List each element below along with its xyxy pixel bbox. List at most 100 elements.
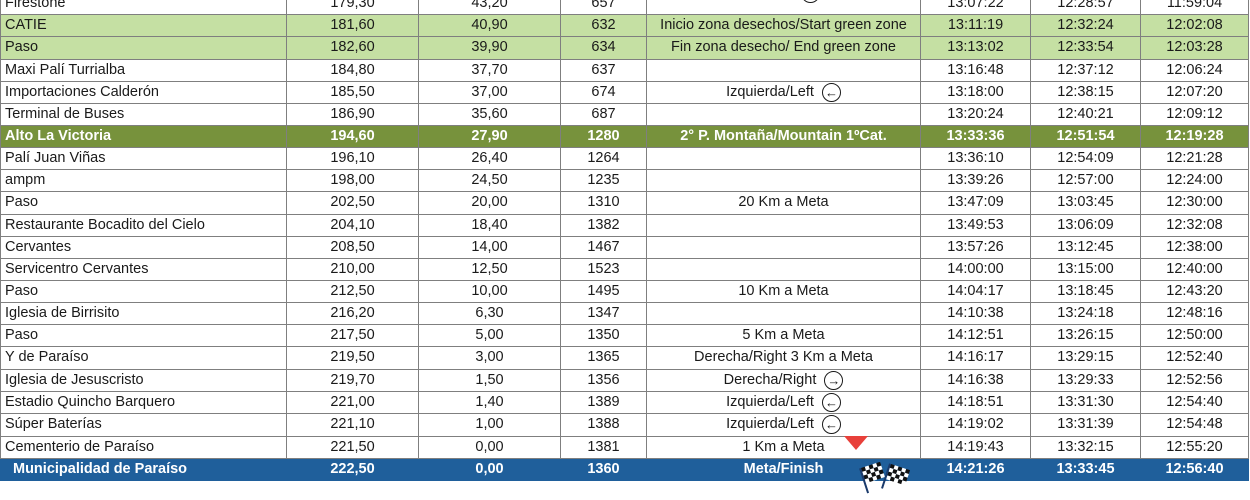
left-arrow-icon: ← [821,415,841,435]
note-cell: 2° P. Montaña/Mountain 1ºCat. [646,124,921,149]
note-cell: Inicio zona desechos/Start green zone [646,13,921,38]
time-slow-cell: 12:24:00 [1140,169,1249,193]
left-arrow-icon: ← [821,392,841,412]
time-medium-cell: 13:06:09 [1030,213,1141,237]
table-row: Municipalidad de Paraíso 222,50 0,00 1360 Me… [0,457,1249,494]
table-row: Paso 217,50 5,00 1350 5 Km a Meta 14:12:51 13:… [0,323,1249,348]
time-fast-cell: 13:20:24 [920,102,1031,126]
km-value-cell: 221,10 [286,413,419,437]
time-slow-cell: 12:32:08 [1140,213,1249,237]
time-medium-cell: 12:40:21 [1030,102,1141,126]
altitude-cell: 1389 [560,390,647,415]
time-slow-cell: 12:52:56 [1140,368,1249,392]
time-slow-cell: 12:52:40 [1140,346,1249,370]
location-name-cell: Cervantes [0,235,287,259]
km-value-cell: 212,50 [286,279,419,303]
note-cell: Izquierda/Left ← [646,80,921,104]
altitude-cell: 1350 [560,323,647,348]
time-fast-cell: 13:36:10 [920,147,1031,171]
time-medium-cell: 12:33:54 [1030,36,1141,60]
location-name-cell: Servicentro Cervantes [0,257,287,281]
note-text: Derecha/Right 3 Km a Meta [694,349,873,366]
time-slow-cell: 12:48:16 [1140,301,1249,325]
altitude-cell: 1365 [560,346,647,370]
time-medium-cell: 13:31:39 [1030,413,1141,437]
time-fast-cell: 14:10:38 [920,301,1031,325]
time-fast-cell: 14:04:17 [920,279,1031,303]
note-cell: → [646,0,921,15]
km-remaining-cell: 1,50 [418,368,561,392]
right-arrow-icon: → [801,0,820,3]
checkered-flag-icon [859,461,911,494]
time-medium-cell: 12:38:15 [1030,80,1141,104]
time-medium-cell: 13:03:45 [1030,191,1141,215]
time-fast-cell: 13:18:00 [920,80,1031,104]
time-medium-cell: 12:57:00 [1030,169,1141,193]
time-slow-cell: 11:59:04 [1140,0,1249,15]
time-slow-cell: 12:54:40 [1140,390,1249,415]
km-value-cell: 179,30 [286,0,419,15]
time-fast-cell: 13:13:02 [920,36,1031,60]
time-medium-cell: 13:15:00 [1030,257,1141,281]
km-remaining-cell: 12,50 [418,257,561,281]
table-row: Paso 212,50 10,00 1495 10 Km a Meta 14:04:17 1… [0,279,1249,303]
altitude-cell: 634 [560,36,647,60]
table-row: Restaurante Bocadito del Cielo 204,10 18,4… [0,213,1249,237]
km-remaining-cell: 39,90 [418,36,561,60]
note-cell: 1 Km a Meta [646,435,921,459]
km-remaining-cell: 1,00 [418,413,561,437]
time-fast-cell: 13:33:36 [920,124,1031,149]
right-arrow-icon: → [824,370,844,390]
km-remaining-cell: 5,00 [418,323,561,348]
location-name-cell: Y de Paraíso [0,346,287,370]
km-value-cell: 204,10 [286,213,419,237]
location-name-cell: Terminal de Buses [0,102,287,126]
altitude-cell: 637 [560,58,647,82]
km-value-cell: 221,00 [286,390,419,415]
time-fast-cell: 14:12:51 [920,323,1031,348]
altitude-cell: 1382 [560,213,647,237]
altitude-cell: 1356 [560,368,647,392]
table-row: Y de Paraíso 219,50 3,00 1365 Derecha/Right … [0,346,1249,370]
location-name-cell: Municipalidad de Paraíso [0,457,287,482]
time-fast-cell: 13:11:19 [920,13,1031,38]
table-row: Paso 202,50 20,00 1310 20 Km a Meta 13:47:09 1… [0,191,1249,215]
km-remaining-cell: 27,90 [418,124,561,149]
km-remaining-cell: 20,00 [418,191,561,215]
time-medium-cell: 12:54:09 [1030,147,1141,171]
time-slow-cell: 12:06:24 [1140,58,1249,82]
altitude-cell: 1235 [560,169,647,193]
note-text: Izquierda/Left [726,393,814,410]
km-value-cell: 219,50 [286,346,419,370]
time-slow-cell: 12:38:00 [1140,235,1249,259]
km-remaining-cell: 43,20 [418,0,561,15]
time-fast-cell: 14:00:00 [920,257,1031,281]
location-name-cell: Palí Juan Viñas [0,147,287,171]
altitude-cell: 657 [560,0,647,15]
altitude-cell: 1347 [560,301,647,325]
time-slow-cell: 12:30:00 [1140,191,1249,215]
note-text: 20 Km a Meta [738,194,829,211]
location-name-cell: Paso [0,36,287,60]
location-name-cell: Iglesia de Birrisito [0,301,287,325]
km-value-cell: 186,90 [286,102,419,126]
note-text: 5 Km a Meta [742,326,825,343]
table-row: Palí Juan Viñas 196,10 26,40 1264 13:36:10 12… [0,147,1249,171]
note-text: Meta/Finish [743,460,824,477]
left-arrow-icon: ← [821,82,841,102]
location-name-cell: Paso [0,191,287,215]
note-text: Inicio zona desechos/Start green zone [660,17,907,33]
time-fast-cell: 13:16:48 [920,58,1031,82]
note-text: Izquierda/Left [726,416,814,433]
note-text: Fin zona desecho/ End green zone [671,39,896,56]
time-slow-cell: 12:54:48 [1140,413,1249,437]
table-row: Estadio Quincho Barquero 221,00 1,40 1389 Iz… [0,390,1249,415]
note-text: 1 Km a Meta [742,438,825,455]
note-text: Izquierda/Left [726,83,814,100]
location-name-cell: Restaurante Bocadito del Cielo [0,213,287,237]
time-fast-cell: 14:16:17 [920,346,1031,370]
note-cell [646,235,921,259]
note-cell [646,102,921,126]
